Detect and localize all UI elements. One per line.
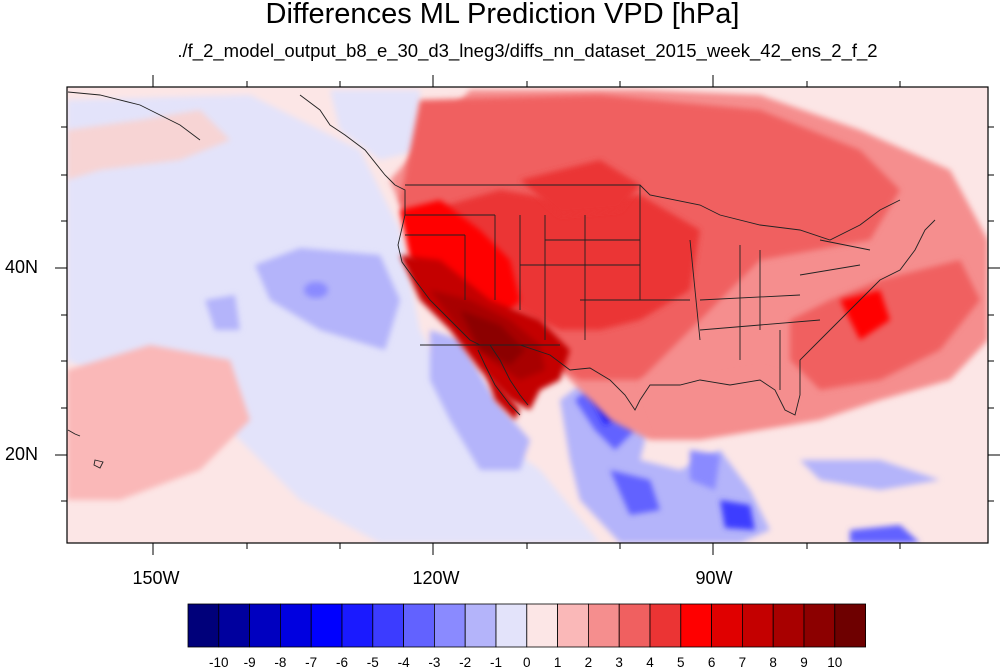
map-subtitle: ./f_2_model_output_b8_e_30_d3_lneg3/diff… bbox=[177, 40, 878, 61]
colorbar-swatch bbox=[711, 603, 743, 648]
colorbar-tick-label: 5 bbox=[677, 655, 685, 670]
colorbar-tick-label: -7 bbox=[305, 655, 318, 670]
colorbar-swatch bbox=[433, 603, 466, 648]
lat-label-40n: 40N bbox=[4, 257, 38, 277]
colorbar-tick-label: -6 bbox=[335, 655, 348, 670]
lat-ticks bbox=[55, 126, 1000, 502]
colorbar-tick-label: 2 bbox=[584, 655, 593, 670]
colorbar-tick-label: 9 bbox=[800, 655, 808, 670]
colorbar-swatch bbox=[588, 603, 620, 648]
colorbar-tick-label: -9 bbox=[243, 655, 256, 670]
colorbar-swatch bbox=[680, 603, 712, 648]
colorbar-swatch bbox=[403, 603, 435, 648]
colorbar-tick-label: 4 bbox=[646, 655, 654, 670]
colorbar-tick-label: -3 bbox=[428, 655, 441, 670]
hawaii-outline bbox=[67, 429, 104, 469]
colorbar-swatch bbox=[495, 603, 528, 648]
colorbar-swatch bbox=[464, 603, 497, 648]
colorbar bbox=[187, 603, 866, 648]
colorbar-tick-label: 8 bbox=[769, 655, 777, 670]
colorbar-tick-label: 6 bbox=[707, 655, 716, 670]
colorbar-swatch bbox=[834, 603, 866, 648]
colorbar-swatch bbox=[772, 603, 805, 648]
colorbar-swatch bbox=[649, 603, 682, 648]
lon-label-120w: 120W bbox=[412, 568, 460, 588]
colorbar-swatch bbox=[557, 603, 589, 648]
colorbar-swatch bbox=[341, 603, 374, 648]
map-title: Differences ML Prediction VPD [hPa] bbox=[265, 0, 740, 30]
colorbar-tick-label: -2 bbox=[459, 655, 472, 670]
map-field bbox=[67, 87, 988, 543]
lon-ticks bbox=[152, 75, 901, 555]
lat-label-20n: 20N bbox=[4, 444, 38, 464]
lon-label-90w: 90W bbox=[695, 568, 733, 588]
colorbar-tick-label: 0 bbox=[523, 655, 531, 670]
colorbar-swatch bbox=[803, 603, 836, 648]
colorbar-swatch bbox=[742, 603, 774, 648]
colorbar-tick-label: -5 bbox=[366, 655, 379, 670]
colorbar-tick-label: 1 bbox=[553, 655, 562, 670]
lon-label-150w: 150W bbox=[132, 568, 180, 588]
colorbar-tick-label: 10 bbox=[827, 655, 843, 670]
colorbar-swatch bbox=[618, 603, 651, 648]
colorbar-swatch bbox=[279, 603, 312, 648]
colorbar-swatch bbox=[249, 603, 281, 648]
colorbar-swatch bbox=[218, 603, 251, 648]
colorbar-tick-label: 3 bbox=[615, 655, 623, 670]
colorbar-tick-label: -8 bbox=[274, 655, 287, 670]
colorbar-swatch bbox=[310, 603, 343, 648]
colorbar-tick-label: 7 bbox=[738, 655, 747, 670]
colorbar-tick-label: -10 bbox=[209, 655, 229, 670]
colorbar-swatch bbox=[187, 603, 220, 648]
colorbar-swatch bbox=[372, 603, 404, 648]
colorbar-tick-label: -1 bbox=[489, 655, 502, 670]
colorbar-swatch bbox=[526, 603, 558, 648]
colorbar-tick-label: -4 bbox=[397, 655, 410, 670]
coastlines bbox=[67, 91, 936, 416]
